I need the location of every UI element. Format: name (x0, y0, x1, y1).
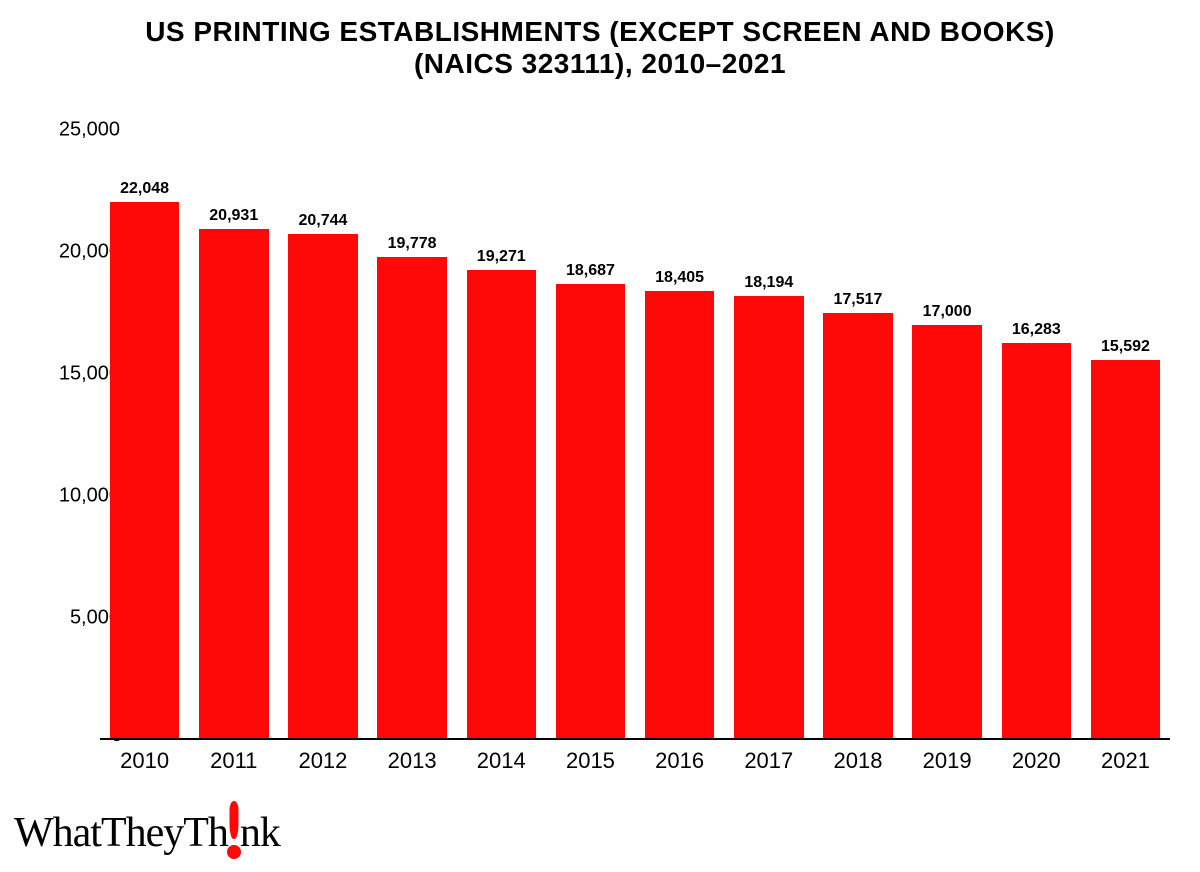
bar: 18,687 (556, 284, 626, 740)
x-tick-label: 2017 (724, 748, 813, 774)
logo-text-after: nk (240, 812, 280, 854)
bar-value-label: 17,000 (923, 303, 972, 321)
bar-value-label: 18,687 (566, 262, 615, 280)
bar: 20,931 (199, 229, 269, 740)
x-tick-label: 2021 (1081, 748, 1170, 774)
logo-text-before: WhatTheyTh (14, 812, 228, 854)
chart-title: US PRINTING ESTABLISHMENTS (EXCEPT SCREE… (0, 16, 1200, 80)
bar: 22,048 (110, 202, 180, 740)
bar-value-label: 16,283 (1012, 321, 1061, 339)
bar-slot: 20,744 (278, 130, 367, 740)
x-tick-label: 2019 (903, 748, 992, 774)
x-axis-line (100, 738, 1170, 740)
bar-slot: 20,931 (189, 130, 278, 740)
chart-title-line1: US PRINTING ESTABLISHMENTS (EXCEPT SCREE… (0, 16, 1200, 48)
bar: 16,283 (1002, 343, 1072, 740)
bar-slot: 22,048 (100, 130, 189, 740)
plot-area: 22,048 20,931 20,744 19,778 19,271 18,687 18,4… (100, 130, 1170, 740)
logo-whattheythink: WhatTheyTh nk (14, 801, 280, 854)
chart-container: US PRINTING ESTABLISHMENTS (EXCEPT SCREE… (0, 0, 1200, 872)
bar-value-label: 18,194 (744, 274, 793, 292)
x-tick-label: 2016 (635, 748, 724, 774)
bar: 19,778 (377, 257, 447, 740)
bar-slot: 17,517 (813, 130, 902, 740)
bar-value-label: 20,931 (209, 207, 258, 225)
bar-value-label: 17,517 (833, 291, 882, 309)
bar-slot: 19,778 (368, 130, 457, 740)
bar-slot: 17,000 (903, 130, 992, 740)
bar-slot: 18,405 (635, 130, 724, 740)
bar-slot: 18,687 (546, 130, 635, 740)
bar-value-label: 19,778 (388, 235, 437, 253)
x-tick-label: 2020 (992, 748, 1081, 774)
bar: 15,592 (1091, 360, 1161, 740)
bar-value-label: 19,271 (477, 248, 526, 266)
bar: 18,405 (645, 291, 715, 740)
chart-title-line2: (NAICS 323111), 2010–2021 (0, 48, 1200, 80)
x-tick-label: 2013 (368, 748, 457, 774)
x-tick-label: 2011 (189, 748, 278, 774)
bar-slot: 15,592 (1081, 130, 1170, 740)
x-tick-label: 2014 (457, 748, 546, 774)
bar-slot: 16,283 (992, 130, 1081, 740)
bar-slot: 19,271 (457, 130, 546, 740)
bar: 17,517 (823, 313, 893, 740)
bar: 19,271 (467, 270, 537, 740)
bar-value-label: 20,744 (298, 212, 347, 230)
bar-value-label: 22,048 (120, 180, 169, 198)
x-tick-label: 2015 (546, 748, 635, 774)
exclamation-icon (229, 805, 239, 858)
bar: 18,194 (734, 296, 804, 740)
bar: 20,744 (288, 234, 358, 740)
bar-value-label: 15,592 (1101, 338, 1150, 356)
bar: 17,000 (912, 325, 982, 740)
x-tick-label: 2018 (813, 748, 902, 774)
x-tick-label: 2012 (278, 748, 367, 774)
bar-slot: 18,194 (724, 130, 813, 740)
x-axis-labels: 2010201120122013201420152016201720182019… (100, 748, 1170, 774)
bar-value-label: 18,405 (655, 269, 704, 287)
x-tick-label: 2010 (100, 748, 189, 774)
bars-group: 22,048 20,931 20,744 19,778 19,271 18,687 18,4… (100, 130, 1170, 740)
